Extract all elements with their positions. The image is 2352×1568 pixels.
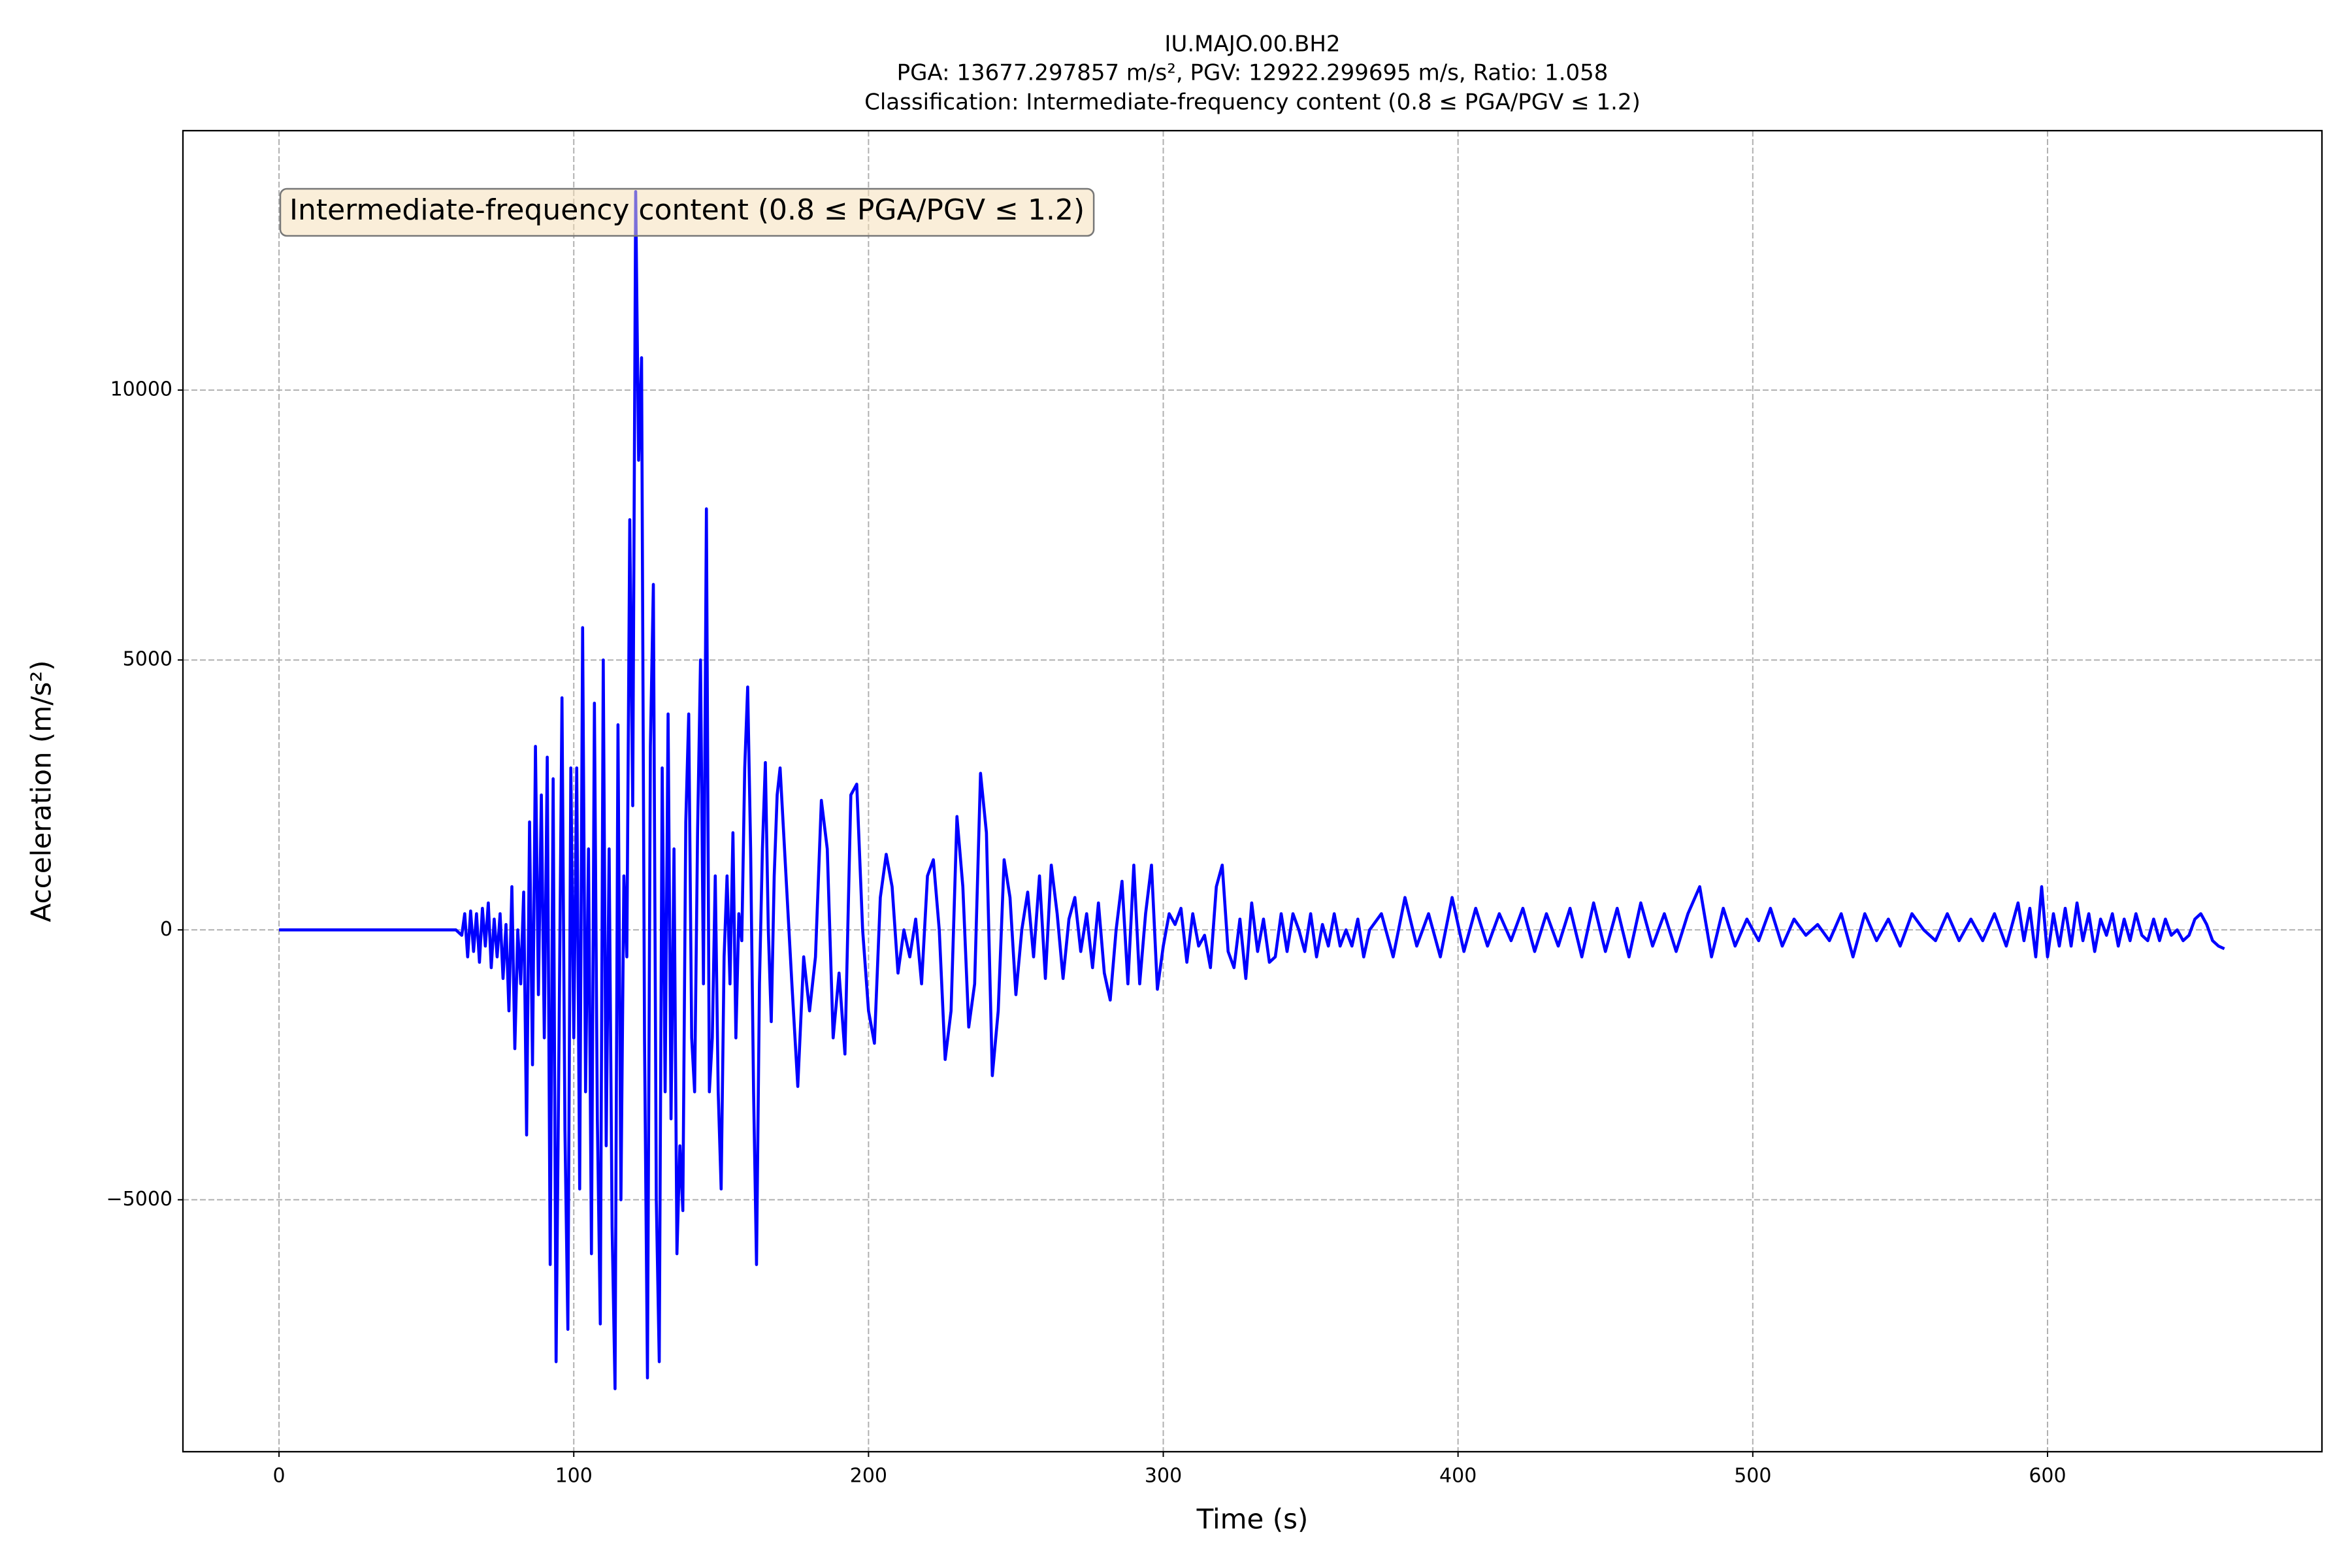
x-tick-label: 300 xyxy=(1145,1465,1182,1488)
y-tick-label: 10000 xyxy=(110,378,172,401)
chart-title: IU.MAJO.00.BH2 xyxy=(1164,31,1340,57)
x-tick-label: 400 xyxy=(1439,1465,1477,1488)
annotation: Intermediate-frequency content (0.8 ≤ PG… xyxy=(279,188,1095,237)
x-tick-label: 600 xyxy=(2029,1465,2066,1488)
annotation-text: Intermediate-frequency content (0.8 ≤ PG… xyxy=(289,193,1085,227)
x-tick-label: 200 xyxy=(850,1465,887,1488)
x-tick-label: 500 xyxy=(1734,1465,1771,1488)
chart-subtitle: Classification: Intermediate-frequency c… xyxy=(864,90,1641,116)
y-axis-label: Acceleration (m/s²) xyxy=(25,661,57,923)
x-tick-label: 0 xyxy=(273,1465,286,1488)
chart-subtitle: PGA: 13677.297857 m/s², PGV: 12922.29969… xyxy=(897,60,1609,86)
plot-frame xyxy=(182,129,2323,1453)
y-tick-label: −5000 xyxy=(106,1188,172,1211)
y-tick-label: 5000 xyxy=(123,648,172,671)
y-tick-label: 0 xyxy=(160,918,172,941)
annotation-box xyxy=(279,188,1095,237)
x-tick-label: 100 xyxy=(555,1465,593,1488)
data-line xyxy=(279,189,2225,1390)
x-axis-label: Time (s) xyxy=(1196,1503,1309,1535)
